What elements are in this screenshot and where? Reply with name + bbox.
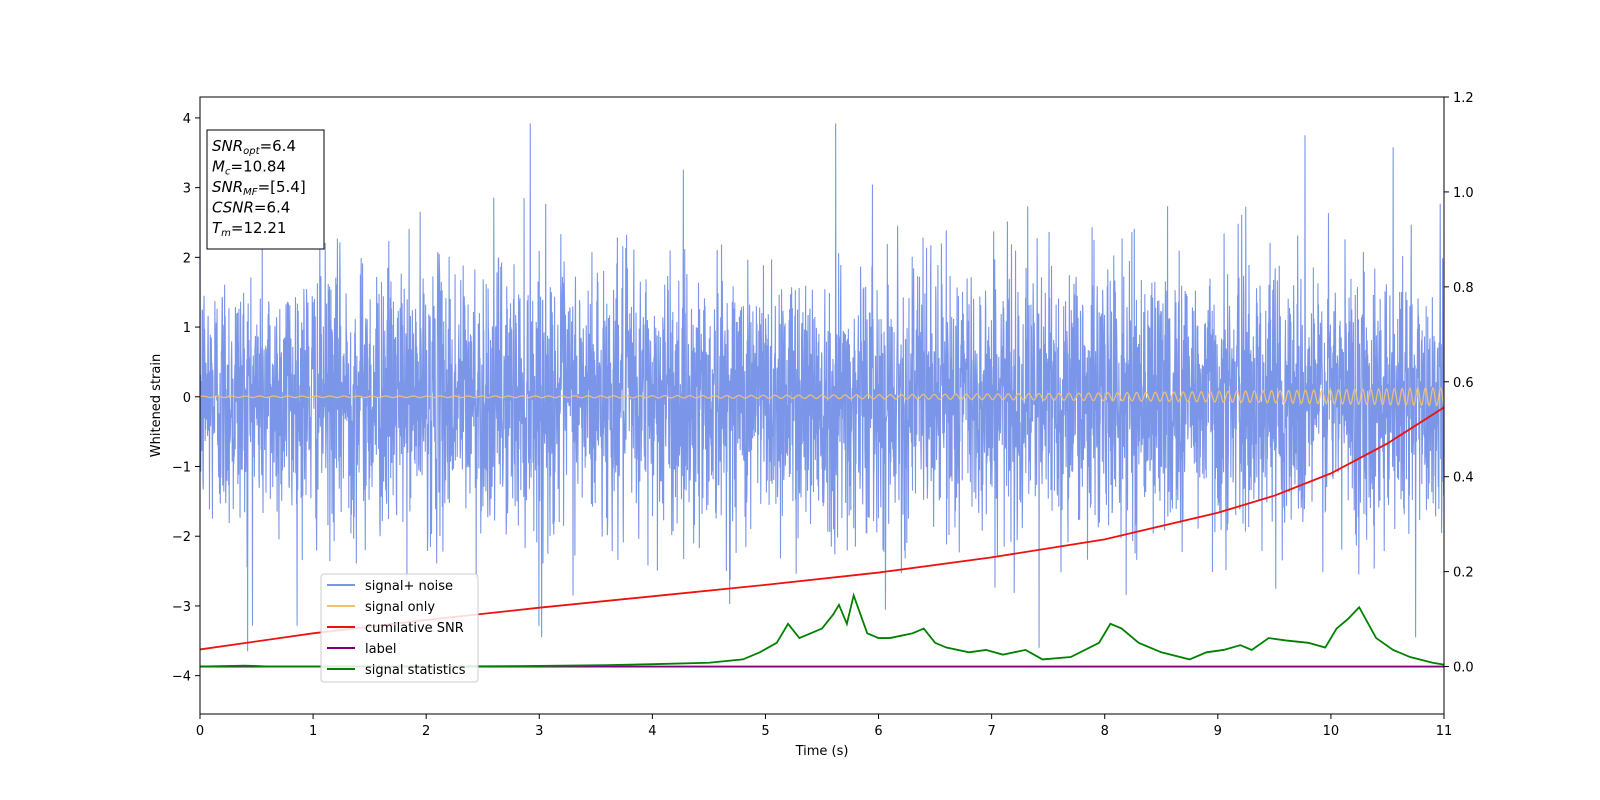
annotation-subscript: MF <box>243 187 258 198</box>
legend: signal+ noise signal only cumilative SNR la… <box>320 573 479 683</box>
y-axis-right: 0.0 0.2 0.4 0.6 0.8 1.0 1.2 <box>1444 91 1474 676</box>
annotation-value: =6.4 <box>260 137 296 155</box>
annotation-subscript: c <box>225 167 231 178</box>
annotation-value: =10.84 <box>230 158 286 176</box>
legend-item-label: label <box>365 642 396 657</box>
y2-tick-label: 1.2 <box>1453 91 1474 106</box>
annotation-line: SNRopt=6.4 <box>212 137 296 157</box>
x-tick-label: 0 <box>196 724 204 739</box>
x-tick-label: 2 <box>422 724 430 739</box>
x-tick-label: 1 <box>309 724 317 739</box>
y2-tick-label: 0.2 <box>1453 566 1474 581</box>
x-tick-label: 6 <box>874 724 882 739</box>
legend-item-label: cumilative SNR <box>365 621 464 636</box>
y-tick-label: 2 <box>183 251 191 266</box>
y-tick-label: −3 <box>172 600 191 615</box>
x-tick-label: 3 <box>535 724 543 739</box>
y2-tick-label: 0.8 <box>1453 281 1474 296</box>
annotation-symbol: CSNR <box>212 199 254 217</box>
annotation-frame <box>206 129 325 250</box>
y-tick-label: 1 <box>183 321 191 336</box>
series-signal-statistics-line <box>200 592 1444 668</box>
annotation-symbol: T <box>212 219 223 237</box>
y-tick-label: −1 <box>172 461 191 476</box>
x-tick-label: 9 <box>1214 724 1222 739</box>
y2-tick-label: 0.0 <box>1453 661 1474 676</box>
legend-item-label: signal statistics <box>365 663 466 678</box>
axes-frame <box>199 96 1445 715</box>
legend-item-label: signal only <box>365 600 435 615</box>
legend-frame <box>320 573 479 683</box>
x-axis-label: Time (s) <box>795 744 849 759</box>
y2-tick-label: 1.0 <box>1453 186 1474 201</box>
annotation-box: SNRopt=6.4Mc=10.84SNRMF=[5.4]CSNR=6.4Tm=… <box>206 129 325 250</box>
x-tick-label: 5 <box>761 724 769 739</box>
series-signal-only-line <box>200 387 1444 407</box>
annotation-value: =12.21 <box>231 219 287 237</box>
annotation-subscript: m <box>221 228 231 239</box>
y-tick-label: −2 <box>172 530 191 545</box>
series-signal-noise-line <box>200 123 1444 652</box>
annotation-value: =6.4 <box>254 199 290 217</box>
y2-tick-label: 0.6 <box>1453 376 1474 391</box>
annotation-symbol: SNR <box>212 178 243 196</box>
annotation-line: Mc=10.84 <box>212 158 286 178</box>
legend-item-label: signal+ noise <box>365 579 453 594</box>
annotation-symbol: M <box>212 158 225 176</box>
x-tick-label: 11 <box>1436 724 1453 739</box>
x-tick-label: 8 <box>1101 724 1109 739</box>
annotation-line: Tm=12.21 <box>212 219 286 239</box>
annotation-subscript: opt <box>243 146 260 157</box>
annotation-line: SNRMF=[5.4] <box>212 178 306 198</box>
x-axis: 0 1 2 3 4 5 6 7 8 9 10 11 <box>196 714 1452 739</box>
y2-tick-label: 0.4 <box>1453 471 1474 486</box>
y-tick-label: 4 <box>183 112 191 127</box>
y-axis-left: −4 −3 −2 −1 0 1 2 3 4 <box>172 112 200 685</box>
x-tick-label: 7 <box>987 724 995 739</box>
y-tick-label: −4 <box>172 670 191 685</box>
x-tick-label: 4 <box>648 724 656 739</box>
annotation-symbol: SNR <box>212 137 243 155</box>
y-tick-label: 0 <box>183 391 191 406</box>
y-axis-label: Whitened strain <box>149 354 164 457</box>
y-tick-label: 3 <box>183 182 191 197</box>
x-tick-label: 10 <box>1323 724 1340 739</box>
annotation-value: =[5.4] <box>258 178 306 196</box>
annotation-line: CSNR=6.4 <box>212 199 290 217</box>
